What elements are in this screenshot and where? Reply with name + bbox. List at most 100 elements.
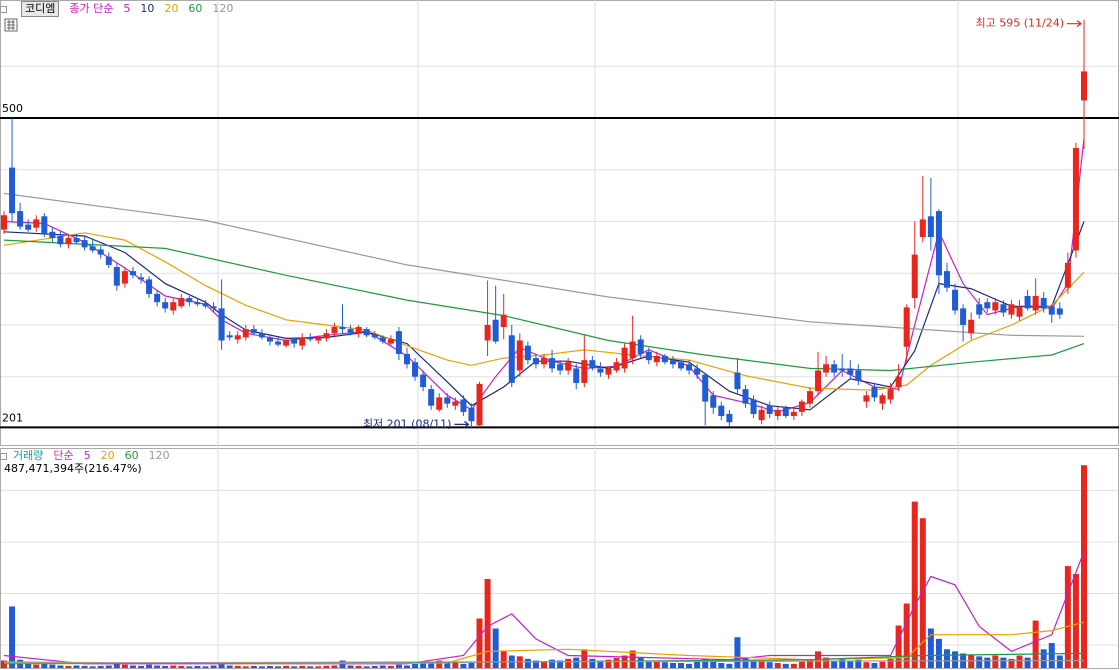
candle-body <box>645 351 652 361</box>
candle-body <box>307 337 314 340</box>
candle-body <box>798 401 805 412</box>
candle <box>307 333 314 342</box>
candle-body <box>444 397 451 404</box>
candle-body <box>154 293 161 303</box>
candle-body <box>250 329 257 334</box>
volume-bar <box>113 663 120 668</box>
volume-bar <box>831 660 838 668</box>
candle-body <box>557 364 564 371</box>
volume-bar <box>613 658 620 668</box>
candle <box>952 283 959 315</box>
volume-bar <box>57 665 64 668</box>
candle <box>581 335 588 388</box>
candle-body <box>532 358 539 365</box>
volume-bar <box>1040 649 1047 668</box>
collapse-icon[interactable] <box>0 5 7 13</box>
volume-bar <box>1 660 7 668</box>
volume-bar <box>81 665 88 668</box>
candle-body <box>146 279 153 294</box>
stock-name[interactable]: 코디엠 <box>21 1 60 17</box>
candle-body <box>806 391 813 404</box>
candle <box>492 285 499 344</box>
collapse-icon[interactable] <box>0 452 7 460</box>
candle <box>170 298 177 315</box>
candle <box>1064 252 1071 294</box>
candle-body <box>847 368 854 375</box>
volume-bar <box>186 666 193 668</box>
candle-body <box>1064 262 1071 288</box>
volume-bar <box>911 501 918 668</box>
volume-bar <box>782 663 789 668</box>
candle <box>484 280 491 356</box>
candle <box>1040 291 1047 313</box>
volume-bar <box>234 665 241 668</box>
volume-bar <box>250 665 257 668</box>
candle-body <box>734 372 741 390</box>
candle <box>339 304 346 334</box>
candle <box>379 335 386 344</box>
candle <box>291 337 298 348</box>
candle <box>194 298 201 307</box>
candle <box>25 219 32 232</box>
volume-bar <box>895 625 902 668</box>
candle-body <box>315 337 322 341</box>
volume-bar <box>790 663 797 668</box>
candle-body <box>1024 295 1031 309</box>
candle-body <box>89 246 96 251</box>
ma-line <box>3 551 1085 665</box>
candle-body <box>508 335 515 383</box>
ma-line <box>3 621 1085 665</box>
candle-body <box>976 304 983 315</box>
candle-body <box>17 211 24 227</box>
candle-body <box>581 360 588 383</box>
ma-legend-item: 120 <box>212 2 234 15</box>
candle <box>355 324 362 338</box>
candle-body <box>669 360 676 365</box>
volume-bar <box>379 665 386 668</box>
volume-bar <box>524 658 531 668</box>
candle <box>242 324 249 341</box>
candle-body <box>718 405 725 417</box>
candle-body <box>194 302 201 305</box>
candle <box>275 337 282 347</box>
candle-body <box>653 356 660 363</box>
candle <box>790 407 797 421</box>
candle-body <box>935 211 942 276</box>
volume-bar <box>395 664 402 668</box>
candle-body <box>9 167 16 214</box>
volume-bar <box>549 659 556 668</box>
volume-bar <box>637 657 644 668</box>
candle <box>323 329 330 342</box>
candle <box>887 382 894 404</box>
candle-body <box>524 345 531 361</box>
candle-body <box>1056 308 1063 315</box>
volume-bar <box>1048 643 1055 668</box>
candle <box>387 335 394 346</box>
candle-body <box>41 216 48 234</box>
volume-bar <box>806 659 813 668</box>
volume-bar <box>887 658 894 668</box>
candle <box>395 327 402 361</box>
candle <box>911 221 918 309</box>
volume-bar <box>242 666 249 668</box>
candle-body <box>218 308 225 341</box>
volume-bar <box>943 649 950 668</box>
candle-body <box>299 337 306 346</box>
volume-bar <box>129 665 136 668</box>
volume-bar <box>1081 465 1087 668</box>
candle <box>758 405 765 425</box>
grid-icon-lines <box>7 20 15 30</box>
ma-label: 단순 <box>53 449 74 462</box>
candle-body <box>202 303 209 307</box>
annotation-arrow <box>454 420 470 428</box>
candle-body <box>81 240 88 248</box>
candle-body <box>275 341 282 345</box>
volume-bar <box>629 650 636 668</box>
ma-legend-item: 60 <box>188 2 203 15</box>
candle <box>984 298 991 313</box>
candle-body <box>943 271 950 288</box>
candle-body <box>686 364 693 371</box>
candle <box>742 384 749 408</box>
volume-bar <box>919 518 926 668</box>
